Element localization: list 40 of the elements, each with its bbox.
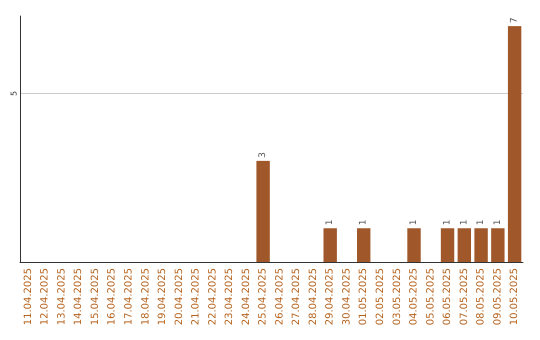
data-label: 1 [325, 220, 336, 226]
x-tick-label: 12.04.2025 [40, 268, 51, 326]
x-tick-label: 13.04.2025 [56, 268, 68, 326]
x-tick-label: 08.05.2025 [476, 268, 487, 326]
x-tick-label: 09.05.2025 [492, 268, 504, 326]
x-tick-label: 14.04.2025 [73, 268, 84, 326]
data-label: 3 [258, 152, 268, 158]
x-tick-label: 28.04.2025 [308, 268, 319, 326]
x-tick-label: 21.04.2025 [190, 268, 202, 326]
x-tick-label: 19.04.2025 [157, 268, 168, 326]
x-tick-label: 23.04.2025 [224, 268, 236, 326]
x-tick-label: 24.04.2025 [240, 268, 252, 326]
x-tick-label: 01.05.2025 [358, 268, 370, 326]
data-label: 7 [510, 17, 520, 24]
x-tick-label: 06.05.2025 [442, 268, 454, 326]
data-label: 1 [442, 220, 453, 226]
x-tick-label: 29.04.2025 [324, 268, 336, 326]
x-tick-label: 20.04.2025 [174, 268, 185, 326]
x-tick-label: 26.04.2025 [274, 268, 286, 326]
x-tick-label: 07.05.2025 [458, 268, 470, 326]
x-tick-label: 30.04.2025 [341, 268, 352, 326]
data-label: 1 [409, 220, 420, 226]
x-tick-label: 25.04.2025 [258, 268, 269, 326]
x-tick-label: 02.05.2025 [374, 268, 386, 326]
x-tick-label: 17.04.2025 [123, 268, 134, 326]
data-label: 1 [358, 220, 369, 226]
data-label: 1 [492, 220, 503, 226]
x-tick-label: 10.05.2025 [509, 268, 520, 326]
data-label: 1 [459, 220, 470, 226]
x-tick-label: 18.04.2025 [140, 268, 152, 326]
x-tick-label: 16.04.2025 [106, 268, 118, 326]
x-tick-label: 04.05.2025 [408, 268, 420, 326]
x-tick-label: 15.04.2025 [90, 268, 101, 326]
x-tick-label: 05.05.2025 [425, 268, 436, 326]
x-tick-label: 03.05.2025 [392, 268, 403, 326]
y-tick-label: 5 [10, 90, 18, 96]
x-tick-label: 11.04.2025 [22, 268, 34, 326]
x-tick-label: 22.04.2025 [207, 268, 218, 326]
data-label: 1 [476, 220, 486, 226]
x-tick-label: 27.04.2025 [291, 268, 302, 326]
